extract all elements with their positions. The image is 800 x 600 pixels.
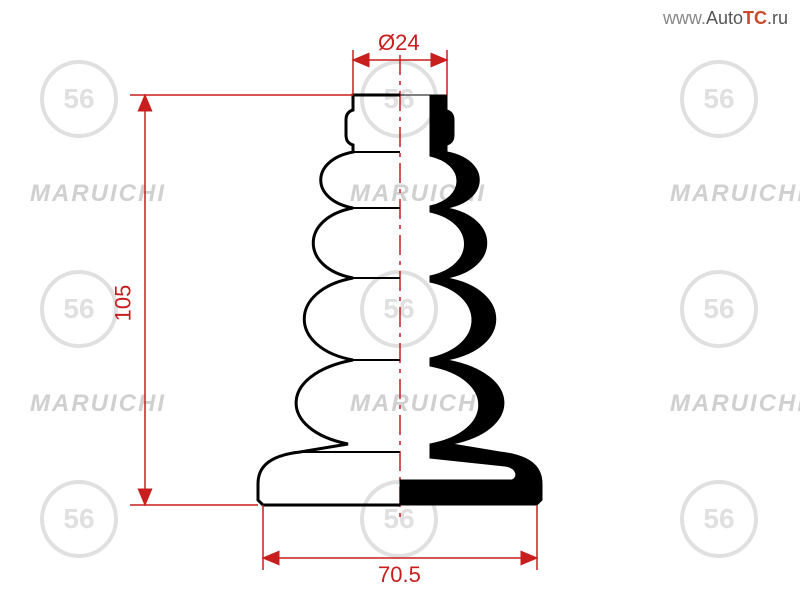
dim-height: 105: [110, 285, 136, 322]
dim-top-diameter: Ø24: [378, 30, 420, 56]
dim-bottom-width: 70.5: [378, 562, 421, 588]
